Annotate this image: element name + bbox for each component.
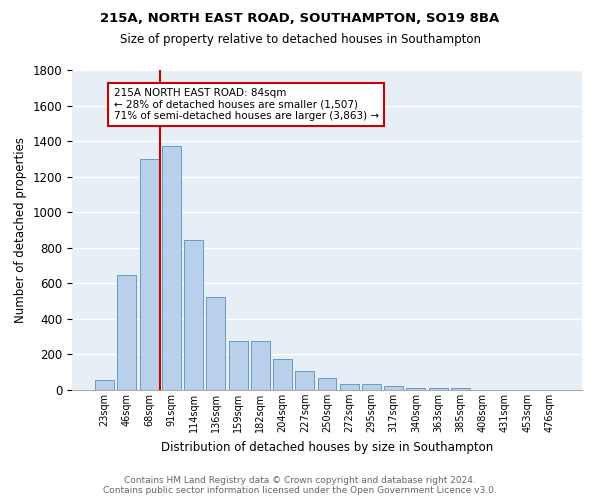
Text: Size of property relative to detached houses in Southampton: Size of property relative to detached ho… <box>119 32 481 46</box>
Bar <box>95 380 114 390</box>
Bar <box>251 341 270 390</box>
X-axis label: Distribution of detached houses by size in Southampton: Distribution of detached houses by size … <box>161 440 493 454</box>
Text: 215A NORTH EAST ROAD: 84sqm
← 28% of detached houses are smaller (1,507)
71% of : 215A NORTH EAST ROAD: 84sqm ← 28% of det… <box>113 88 379 121</box>
Bar <box>162 146 181 390</box>
Bar <box>406 388 425 390</box>
Bar <box>206 296 225 390</box>
Text: Contains HM Land Registry data © Crown copyright and database right 2024.
Contai: Contains HM Land Registry data © Crown c… <box>103 476 497 495</box>
Bar <box>118 276 136 390</box>
Bar <box>140 159 158 390</box>
Bar <box>384 386 403 390</box>
Bar <box>429 388 448 390</box>
Text: 215A, NORTH EAST ROAD, SOUTHAMPTON, SO19 8BA: 215A, NORTH EAST ROAD, SOUTHAMPTON, SO19… <box>100 12 500 26</box>
Bar <box>340 384 359 390</box>
Bar <box>273 359 292 390</box>
Bar <box>229 341 248 390</box>
Bar <box>295 372 314 390</box>
Bar <box>184 240 203 390</box>
Bar <box>362 384 381 390</box>
Bar <box>451 388 470 390</box>
Y-axis label: Number of detached properties: Number of detached properties <box>14 137 27 323</box>
Bar <box>317 378 337 390</box>
